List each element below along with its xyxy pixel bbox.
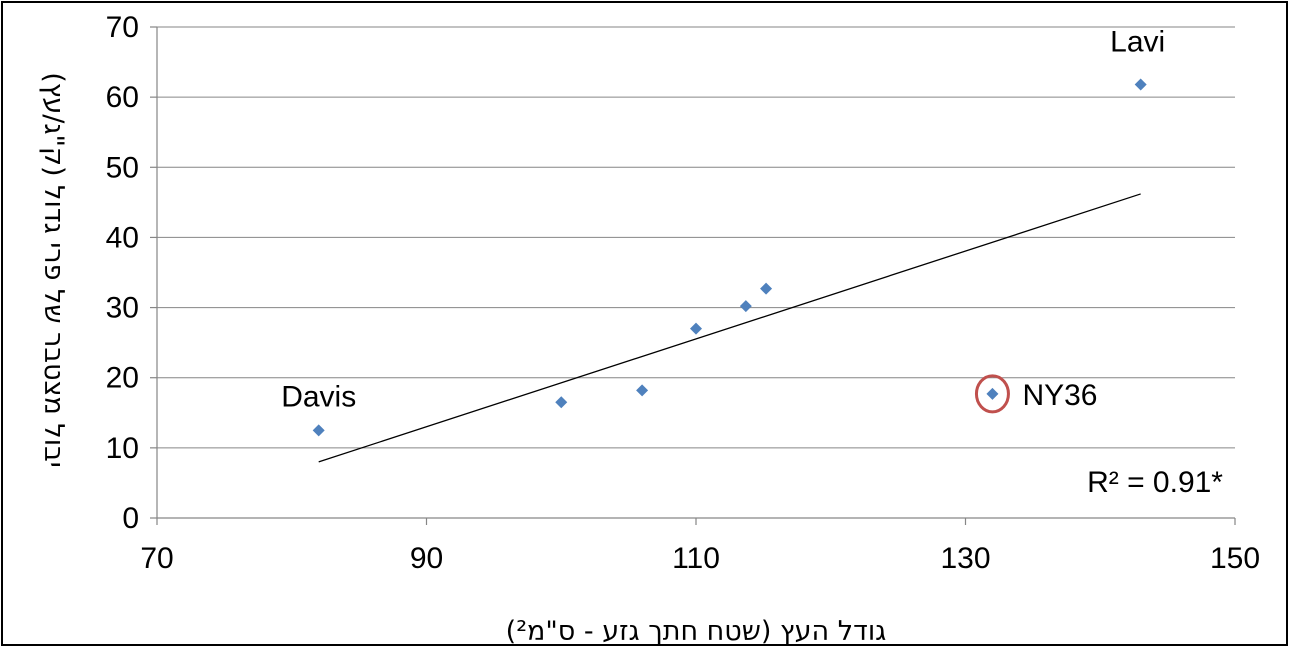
gridlines <box>157 26 1235 449</box>
y-tick-label: 50 <box>106 151 139 184</box>
data-point <box>986 387 999 400</box>
data-point <box>690 322 702 335</box>
data-point <box>555 396 568 409</box>
y-tick-labels: 0 10 20 30 40 50 60 70 <box>106 11 139 535</box>
x-axis-title: גודל העץ (שטח חתך גזע - ס"מ²) <box>506 616 887 647</box>
x-tick-label: 150 <box>1210 542 1260 575</box>
point-label: Lavi <box>1110 26 1165 59</box>
trendline-group <box>318 193 1141 463</box>
point-label: Davis <box>281 380 356 413</box>
y-tick-label: 70 <box>106 11 139 44</box>
y-tick-label: 60 <box>106 81 139 114</box>
data-point <box>1134 78 1147 91</box>
data-points <box>312 78 1147 437</box>
x-tick-label: 130 <box>940 542 990 575</box>
x-tick-label: 110 <box>672 542 720 575</box>
x-tick-label: 70 <box>140 542 173 575</box>
y-tick-label: 20 <box>106 362 139 395</box>
data-point <box>739 300 752 313</box>
y-tick-label: 10 <box>106 432 139 465</box>
point-labels: Davis NY36 Lavi <box>281 26 1165 414</box>
data-point <box>636 384 649 397</box>
y-tick-label: 0 <box>122 502 139 535</box>
data-point <box>760 282 773 295</box>
y-axis-title: יבול מצטבר של פרי גדול (ק"ג/עץ) <box>38 72 69 468</box>
point-label: NY36 <box>1022 379 1097 412</box>
x-tick-label: 90 <box>410 542 443 575</box>
y-tick-label: 40 <box>106 221 139 254</box>
y-tick-label: 30 <box>106 292 139 325</box>
axes <box>150 26 1236 525</box>
data-point <box>312 424 325 437</box>
x-tick-labels: 70 90 110 130 150 <box>140 542 1260 575</box>
r-squared-annotation: R² = 0.91* <box>1087 466 1223 499</box>
highlight-circle <box>974 374 1010 414</box>
trendline <box>318 193 1141 463</box>
